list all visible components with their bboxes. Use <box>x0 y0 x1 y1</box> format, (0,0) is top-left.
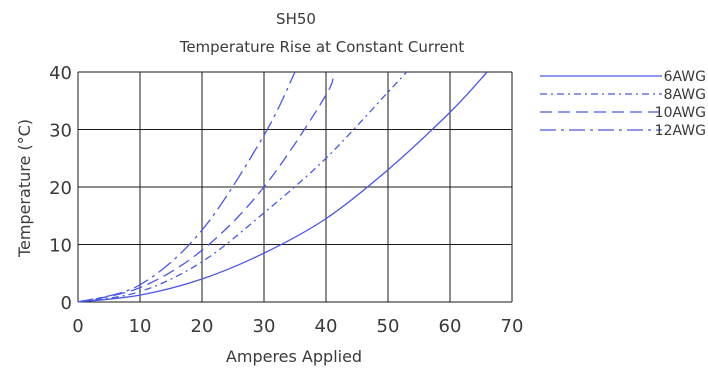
y-tick-label: 20 <box>49 178 72 199</box>
x-tick-label: 30 <box>253 316 276 337</box>
x-tick-label: 70 <box>501 316 524 337</box>
x-axis-title: Amperes Applied <box>226 347 362 366</box>
series-line-6awg <box>77 71 488 303</box>
legend: 6AWG 8AWG 10AWG 12AWG <box>540 69 706 139</box>
legend-label-10awg: 10AWG <box>655 105 706 121</box>
y-tick-label: 0 <box>61 293 72 314</box>
chart-subtitle: Temperature Rise at Constant Current <box>179 38 465 56</box>
legend-label-6awg: 6AWG <box>664 69 706 85</box>
x-tick-label: 20 <box>191 316 214 337</box>
x-tick-label: 10 <box>129 316 152 337</box>
y-axis-title: Temperature (°C) <box>15 119 34 258</box>
y-tick-label: 30 <box>49 121 72 142</box>
legend-label-12awg: 12AWG <box>655 123 706 139</box>
series-lines <box>77 71 488 303</box>
tick-labels: 0 10 20 30 40 50 60 70 0 10 20 30 40 <box>49 63 523 337</box>
x-tick-label: 40 <box>315 316 338 337</box>
legend-label-8awg: 8AWG <box>664 87 706 103</box>
series-line-8awg <box>77 71 408 303</box>
series-line-12awg <box>77 71 296 303</box>
x-tick-label: 60 <box>439 316 462 337</box>
series-line-10awg <box>77 71 334 303</box>
grid <box>77 71 513 303</box>
x-tick-label: 50 <box>377 316 400 337</box>
x-tick-label: 0 <box>72 316 83 337</box>
y-tick-label: 40 <box>49 63 72 84</box>
y-tick-label: 10 <box>49 236 72 257</box>
chart-title: SH50 <box>276 10 316 28</box>
